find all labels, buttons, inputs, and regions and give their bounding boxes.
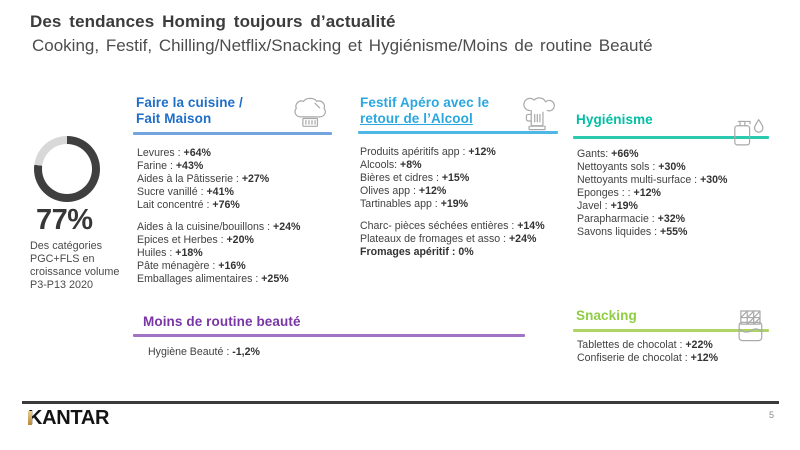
list-item: Pâte ménagère : +16% xyxy=(137,260,246,272)
list-item: Nettoyants multi-surface : +30% xyxy=(577,174,728,186)
section-title-line2: Fait Maison xyxy=(136,111,212,126)
list-item: Javel : +19% xyxy=(577,200,638,212)
page-number: 5 xyxy=(768,410,774,420)
section-divider xyxy=(573,136,769,139)
section-title-line1: Festif Apéro avec le xyxy=(360,95,490,110)
list-group: Gants: +66% Nettoyants sols : +30% Nettoya… xyxy=(577,148,769,239)
section-list: Levures : +64% Farine : +43% Aides à la Pâ… xyxy=(133,147,332,286)
list-item: Huiles : +18% xyxy=(137,247,203,259)
list-item: Olives app : +12% xyxy=(360,185,447,197)
section-title-line1: Snacking xyxy=(576,308,637,323)
list-item: Charc- pièces séchées entières : +14% xyxy=(360,220,545,232)
list-item: Epices et Herbes : +20% xyxy=(137,234,254,246)
list-item: Tartinables app : +19% xyxy=(360,198,469,210)
footer-divider xyxy=(22,401,779,404)
section-head: Snacking xyxy=(573,308,769,342)
stat-value: 77% xyxy=(36,204,93,236)
kantar-logo: KANTAR xyxy=(28,407,109,430)
section-festif-apero: Festif Apéro avec le retour de l’Alcool … xyxy=(358,95,558,268)
list-item: Confiserie de chocolat : +12% xyxy=(577,351,719,364)
list-group: Charc- pièces séchées entières : +14% Pla… xyxy=(360,220,558,259)
section-list: Tablettes de chocolat : +22% Confiserie d… xyxy=(573,339,769,365)
list-group: Produits apéritifs app : +12% Alcools: +8… xyxy=(360,146,558,211)
list-item: Hygiène Beauté : -1,2% xyxy=(148,345,260,358)
section-list: Hygiène Beauté : -1,2% xyxy=(133,346,525,359)
list-group: Tablettes de chocolat : +22% Confiserie d… xyxy=(577,339,769,365)
beer-mug-icon xyxy=(516,95,556,133)
section-head: Hygiénisme xyxy=(573,112,769,146)
kantar-logo-text: KANTAR xyxy=(28,407,110,429)
donut-chart xyxy=(34,136,100,202)
section-hygienisme: Hygiénisme Gants: +66% Nettoyants sols : … xyxy=(573,95,769,248)
soap-dispenser-icon xyxy=(727,112,767,150)
list-item: Levures : +64% xyxy=(137,147,211,159)
stat-block: 77% Des catégories PGC+FLS en croissance… xyxy=(30,136,140,292)
page-title: Des tendances Homing toujours d’actualit… xyxy=(30,12,396,31)
chef-hat-icon xyxy=(290,95,330,131)
page-subtitle: Cooking, Festif, Chilling/Netflix/Snacki… xyxy=(32,36,653,55)
list-item: Aides à la cuisine/bouillons : +24% xyxy=(137,221,301,233)
section-list: Gants: +66% Nettoyants sols : +30% Nettoya… xyxy=(573,148,769,239)
stat-caption: Des catégories PGC+FLS en croissance vol… xyxy=(30,240,120,291)
list-item: Fromages apéritif : 0% xyxy=(360,246,474,258)
header: Des tendances Homing toujours d’actualit… xyxy=(30,12,770,56)
section-title-line1: Moins de routine beauté xyxy=(143,314,301,329)
list-group: Levures : +64% Farine : +43% Aides à la Pâ… xyxy=(137,147,332,212)
section-divider xyxy=(133,132,332,135)
section-title: Hygiénisme xyxy=(573,112,769,128)
list-item: Eponges : : +12% xyxy=(577,187,661,199)
section-divider xyxy=(133,334,525,337)
section-list: Produits apéritifs app : +12% Alcools: +8… xyxy=(358,146,558,259)
section-title: Faire la cuisine / Fait Maison xyxy=(133,95,332,127)
section-head: Moins de routine beauté xyxy=(133,314,525,330)
list-item: Gants: +66% xyxy=(577,148,639,160)
section-title-line1: Hygiénisme xyxy=(576,112,653,127)
list-item: Alcools: +8% xyxy=(360,159,422,171)
list-item: Aides à la Pâtisserie : +27% xyxy=(137,173,270,185)
section-snacking: Snacking Tablettes de chocolat : +22% Con… xyxy=(573,283,769,374)
list-item: Bières et cidres : +15% xyxy=(360,172,470,184)
list-item: Emballages alimentaires : +25% xyxy=(137,273,289,285)
section-title: Moins de routine beauté xyxy=(133,314,525,330)
section-divider xyxy=(358,131,558,134)
section-faire-la-cuisine: Faire la cuisine / Fait Maison Levures :… xyxy=(133,95,332,295)
list-item: Lait concentré : +76% xyxy=(137,199,240,211)
list-group: Aides à la cuisine/bouillons : +24% Epice… xyxy=(137,221,332,286)
list-item: Tablettes de chocolat : +22% xyxy=(577,338,713,351)
list-item: Parapharmacie : +32% xyxy=(577,213,686,225)
list-group: Hygiène Beauté : -1,2% xyxy=(148,346,525,359)
section-head: Faire la cuisine / Fait Maison xyxy=(133,95,332,127)
section-title-line2: retour de l’Alcool xyxy=(360,111,473,126)
list-item: Nettoyants sols : +30% xyxy=(577,161,686,173)
section-title: Festif Apéro avec le retour de l’Alcool xyxy=(358,95,558,127)
list-item: Produits apéritifs app : +12% xyxy=(360,146,496,158)
donut-hole xyxy=(42,144,92,194)
list-item: Plateaux de fromages et asso : +24% xyxy=(360,233,537,245)
list-item: Savons liquides : +55% xyxy=(577,226,688,238)
section-head: Festif Apéro avec le retour de l’Alcool xyxy=(358,95,558,131)
section-divider xyxy=(573,329,769,332)
list-item: Farine : +43% xyxy=(137,160,204,172)
section-moins-de-routine-beaute: Moins de routine beauté Hygiène Beauté :… xyxy=(133,314,525,368)
list-item: Sucre vanillé : +41% xyxy=(137,186,234,198)
section-title-line1: Faire la cuisine / xyxy=(136,95,243,110)
chocolate-bar-icon xyxy=(735,308,765,348)
kantar-gold-accent xyxy=(28,411,32,425)
section-title: Snacking xyxy=(573,308,769,324)
